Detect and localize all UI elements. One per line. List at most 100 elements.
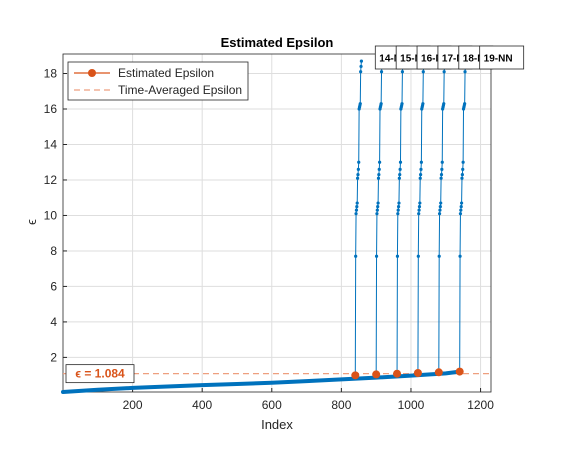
epsilon-spike-point — [377, 173, 381, 177]
epsilon-spike-point — [459, 201, 464, 205]
epsilon-spike-point — [417, 212, 421, 216]
epsilon-spike-point — [419, 160, 423, 164]
epsilon-spike-point — [458, 254, 462, 258]
epsilon-spike-point — [374, 254, 379, 258]
estimated-epsilon-marker — [455, 367, 464, 376]
x-tick-label: 400 — [192, 398, 212, 412]
epsilon-spike-point — [355, 201, 359, 205]
y-tick-label: 10 — [44, 208, 58, 222]
spike-label-box — [479, 45, 525, 70]
epsilon-spike-point — [395, 254, 400, 258]
epsilon-spike-point — [358, 102, 362, 106]
epsilon-spike-point — [416, 254, 420, 258]
epsilon-spike-point — [354, 212, 358, 216]
epsilon-spike-point — [398, 167, 402, 171]
x-tick-label: 200 — [123, 398, 143, 412]
epsilon-spike-point — [417, 208, 421, 212]
legend-label-estimated: Estimated Epsilon — [118, 66, 214, 80]
epsilon-spike-point — [459, 204, 463, 209]
epsilon-spike-point — [376, 201, 380, 205]
x-tick-label: 600 — [262, 398, 282, 412]
epsilon-spike-point — [354, 208, 359, 212]
epsilon-spike-point — [442, 102, 446, 106]
grid — [63, 54, 491, 392]
y-tick-label: 18 — [44, 67, 58, 81]
epsilon-spike-point — [439, 173, 444, 177]
spike-label-text: 18-N — [463, 54, 485, 65]
epsilon-spike-point — [439, 176, 443, 180]
epsilon-spike-point — [355, 204, 359, 209]
estimated-epsilon-marker — [413, 369, 422, 378]
plot-frame — [62, 53, 492, 393]
epsilon-spike-point — [400, 70, 405, 74]
x-tick-label: 1200 — [467, 398, 494, 412]
estimated-epsilon-marker — [393, 369, 402, 378]
y-tick-label: 14 — [44, 137, 58, 151]
epsilon-annotation-box — [65, 364, 135, 384]
epsilon-spike-point — [400, 102, 404, 106]
estimated-epsilon-baseline — [61, 369, 462, 394]
epsilon-spike-point — [375, 208, 379, 212]
y-tick-label: 6 — [50, 279, 57, 293]
epsilon-spike-point — [458, 212, 463, 216]
y-tick-label: 4 — [50, 315, 57, 329]
epsilon-spike-point — [463, 102, 467, 106]
epsilon-spike-point — [356, 173, 360, 177]
epsilon-spike-point — [378, 160, 382, 164]
legend-marker-estimated — [88, 69, 96, 77]
epsilon-spike-point — [396, 212, 400, 216]
y-tick-label: 8 — [50, 244, 57, 258]
spike-label-text: 14-N — [379, 54, 401, 65]
epsilon-spike-point — [460, 176, 464, 180]
x-tick-label: 1000 — [398, 398, 425, 412]
epsilon-spike-point — [439, 201, 443, 205]
epsilon-spike-point — [459, 208, 463, 212]
epsilon-spike-point — [396, 204, 401, 209]
epsilon-spike-point — [461, 167, 465, 171]
epsilon-spike-point — [376, 204, 380, 209]
epsilon-spike-point — [418, 176, 422, 180]
epsilon-spike-point — [417, 204, 422, 209]
epsilon-spike-point — [437, 254, 441, 258]
epsilon-spike-point — [355, 176, 360, 180]
axes: 200 400 600 800 1000 1200 2 4 6 8 10 12 14 16 18 — [44, 53, 494, 412]
x-axis-label: Index — [261, 417, 293, 432]
epsilon-spike-point — [375, 212, 379, 216]
epsilon-spike-point — [418, 201, 422, 205]
epsilon-annotation-text: ϵ = 1.084 — [75, 367, 125, 381]
epsilon-spike-point — [397, 201, 401, 205]
epsilon-spike-point — [376, 176, 381, 180]
epsilon-spike-point — [357, 160, 361, 164]
epsilon-spike-point — [359, 64, 363, 69]
epsilon-spike-point — [419, 167, 423, 171]
epsilon-spike-point — [397, 176, 401, 180]
estimated-epsilon-marker — [434, 368, 443, 377]
epsilon-spike-point — [419, 173, 423, 177]
epsilon-spike-point — [463, 70, 467, 74]
epsilon-spike-point — [359, 59, 364, 63]
epsilon-spike-point — [440, 167, 444, 171]
epsilon-spike-point — [396, 208, 400, 212]
epsilon-spike-point — [460, 173, 464, 177]
epsilon-spike-point — [438, 204, 442, 209]
legend-label-averaged: Time-Averaged Epsilon — [118, 83, 242, 97]
chart-title: Estimated Epsilon — [221, 35, 334, 50]
x-tick-label: 800 — [331, 398, 351, 412]
legend: Estimated Epsilon Time-Averaged Epsilon — [67, 61, 249, 101]
epsilon-spike-point — [398, 160, 403, 164]
epsilon-spike-point — [437, 212, 442, 216]
y-tick-label: 16 — [44, 102, 58, 116]
y-tick-label: 2 — [50, 350, 57, 364]
epsilon-spike-point — [421, 102, 425, 106]
estimated-epsilon-marker — [351, 371, 360, 380]
annotation-layer: ϵ = 1.084 14-N 15-N 16-N 17-N 18-N 19-NN — [65, 45, 525, 384]
epsilon-spike-point — [379, 70, 384, 74]
epsilon-spike-point — [354, 254, 358, 258]
epsilon-spike-point — [438, 208, 442, 212]
epsilon-spike-point — [421, 70, 425, 74]
spike-label-text: 17-N — [442, 54, 464, 65]
epsilon-spike-point — [440, 160, 444, 164]
epsilon-spike-point — [442, 70, 446, 74]
